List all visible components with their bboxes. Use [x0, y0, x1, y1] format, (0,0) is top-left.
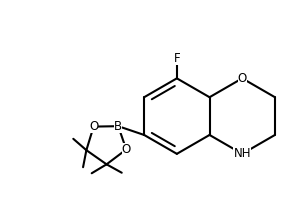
- Text: F: F: [174, 52, 180, 65]
- Text: B: B: [114, 120, 122, 133]
- Text: O: O: [122, 143, 131, 156]
- Text: O: O: [89, 120, 98, 133]
- Text: O: O: [238, 72, 247, 85]
- Text: NH: NH: [234, 147, 251, 160]
